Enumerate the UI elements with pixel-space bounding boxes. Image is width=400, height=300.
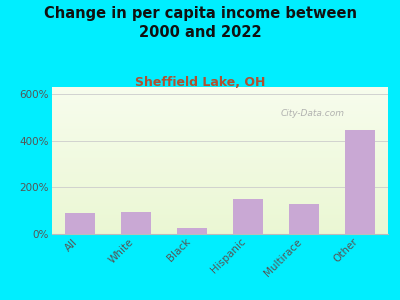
Bar	[177, 228, 208, 234]
Bar	[233, 199, 264, 234]
Text: Sheffield Lake, OH: Sheffield Lake, OH	[135, 76, 265, 89]
Bar	[344, 130, 375, 234]
Bar	[289, 204, 320, 234]
Text: Change in per capita income between
2000 and 2022: Change in per capita income between 2000…	[44, 6, 356, 40]
Text: City-Data.com: City-Data.com	[280, 109, 344, 118]
Bar	[64, 214, 96, 234]
Bar	[121, 212, 151, 234]
